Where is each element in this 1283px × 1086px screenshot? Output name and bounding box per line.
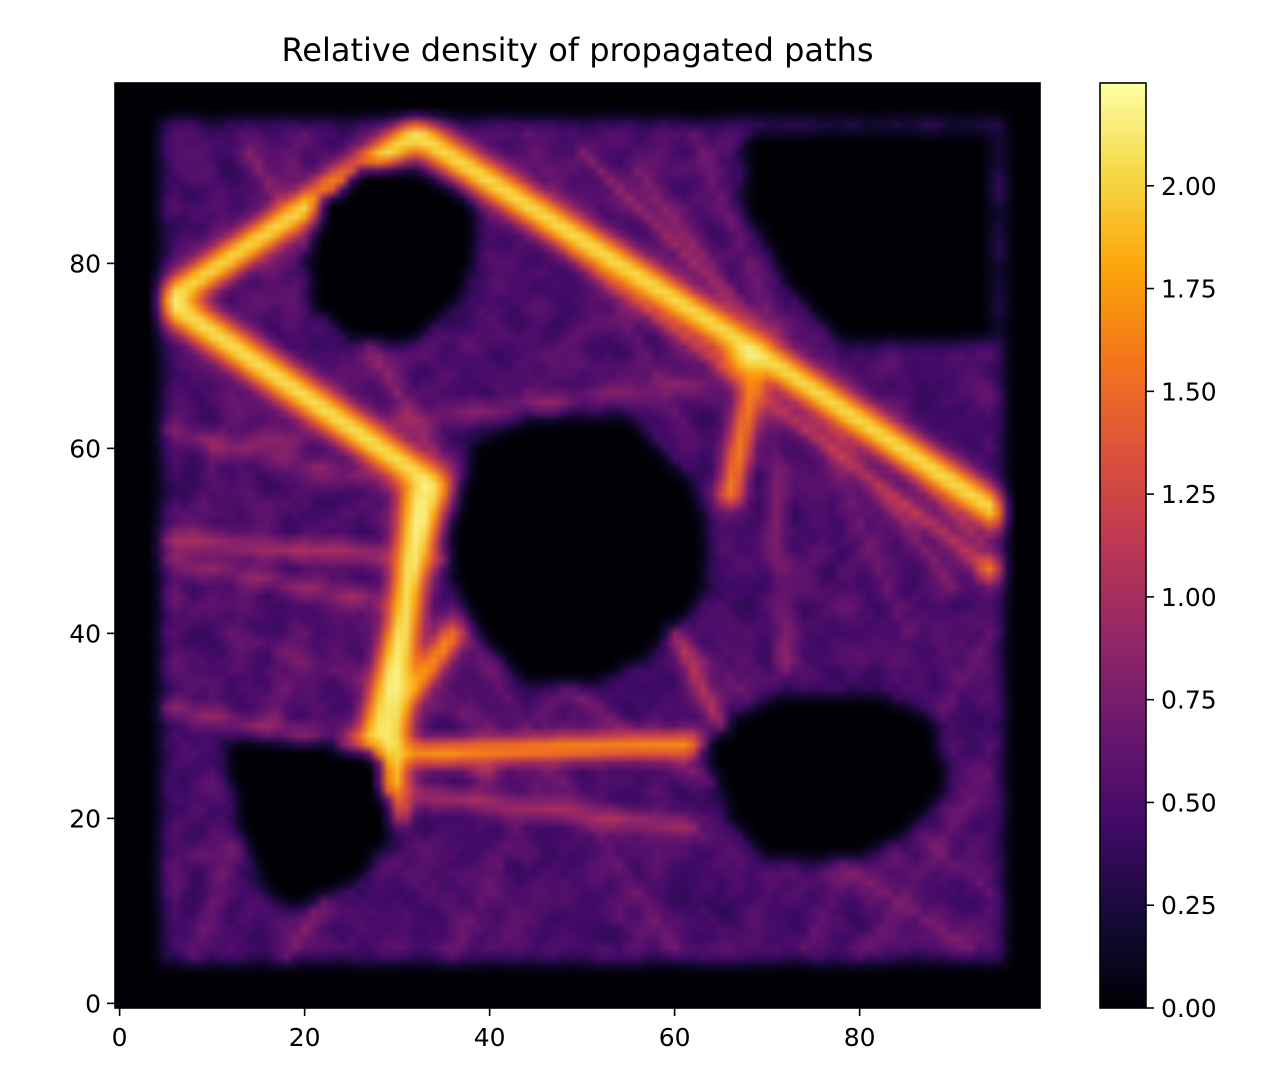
colorbar-tick-label: 0.50 <box>1161 788 1217 817</box>
y-tick-label: 20 <box>69 804 101 833</box>
colorbar-tick-label: 2.00 <box>1161 172 1217 201</box>
y-tick-label: 40 <box>69 619 101 648</box>
x-tick-label: 80 <box>844 1023 876 1052</box>
colorbar-tick-label: 0.75 <box>1161 686 1217 715</box>
x-tick-label: 0 <box>112 1023 128 1052</box>
x-tick-label: 20 <box>289 1023 321 1052</box>
colorbar-axis: 0.00 0.25 0.50 0.75 1.00 1.25 1.50 1.75 2.00 <box>1146 172 1217 1023</box>
y-tick-label: 80 <box>69 249 101 278</box>
x-tick-label: 60 <box>659 1023 691 1052</box>
colorbar-tick-label: 1.00 <box>1161 583 1217 612</box>
heatmap-image <box>115 83 1040 1008</box>
chart-title: Relative density of propagated paths <box>281 31 873 69</box>
y-axis: 0 20 40 60 80 <box>69 249 115 1018</box>
colorbar <box>1099 82 1147 1009</box>
colorbar-tick-label: 0.00 <box>1161 994 1217 1023</box>
y-tick-label: 0 <box>85 989 101 1018</box>
colorbar-tick-label: 1.75 <box>1161 275 1217 304</box>
colorbar-tick-label: 0.25 <box>1161 891 1217 920</box>
colorbar-tick-label: 1.25 <box>1161 480 1217 509</box>
x-tick-label: 40 <box>474 1023 506 1052</box>
colorbar-tick-label: 1.50 <box>1161 377 1217 406</box>
y-tick-label: 60 <box>69 434 101 463</box>
x-axis: 0 20 40 60 80 <box>112 1008 876 1052</box>
plot-frame <box>114 82 1041 1009</box>
